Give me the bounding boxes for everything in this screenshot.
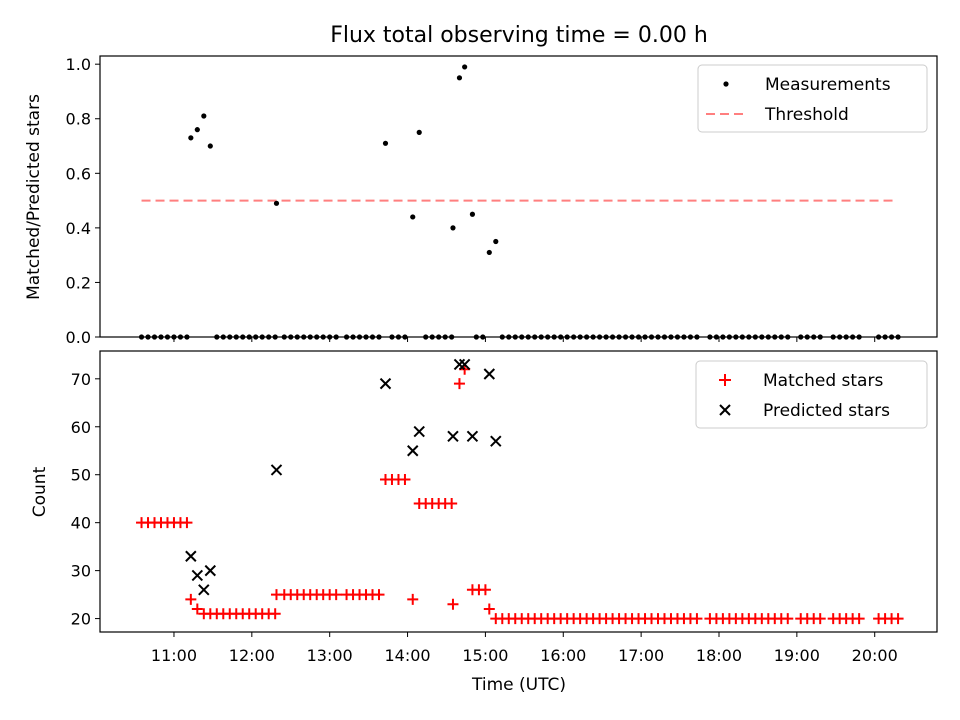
top-y-ticks: 0.0 0.2 0.4 0.6 0.8 1.0 [66, 55, 100, 347]
matched-star-point [447, 598, 459, 610]
bottom-legend: Matched stars Predicted stars [695, 360, 928, 429]
predicted-star-point [407, 445, 419, 457]
x-tick-label: 20:00 [852, 646, 898, 665]
bottom-y-tick-label: 50 [71, 466, 91, 485]
top-panel: 0.0 0.2 0.4 0.6 0.8 1.0 Matched/Predicted sta… [24, 55, 938, 347]
bottom-panel: 20 30 40 50 60 70 11:00 12:00 13:00 14:00 15:00 16… [30, 350, 938, 695]
bottom-y-tick-label: 30 [71, 562, 91, 581]
x-tick-label: 11:00 [151, 646, 197, 665]
matched-star-point [399, 474, 411, 486]
matched-star-point [782, 613, 794, 625]
matched-star-point [479, 584, 491, 596]
x-axis-label: Time (UTC) [471, 675, 566, 695]
predicted-star-point [379, 377, 392, 390]
top-y-axis-label: Matched/Predicted stars [24, 94, 44, 300]
matched-star-point [453, 378, 465, 390]
predicted-star-point [413, 425, 425, 438]
legend-matched-label: Matched stars [763, 371, 883, 391]
predicted-star-point [483, 368, 496, 380]
matched-star-point [373, 589, 385, 601]
predicted-star-point [453, 358, 466, 371]
matched-star-point [853, 613, 865, 625]
predicted-star-points [185, 358, 502, 596]
bottom-legend-box [695, 360, 928, 429]
matched-star-point [185, 593, 197, 605]
measurement-point [456, 75, 463, 81]
x-tick-label: 19:00 [774, 646, 820, 665]
measurement-point [188, 135, 194, 141]
top-y-tick-label: 0.4 [66, 219, 91, 238]
measurement-point [486, 249, 492, 256]
matched-star-point [407, 593, 419, 605]
bottom-x-ticks: 11:00 12:00 13:00 14:00 15:00 16:00 17:00 18:00… [151, 632, 898, 665]
top-axes-frame [99, 55, 938, 338]
matched-star-point [181, 517, 193, 529]
legend-matched-marker [719, 374, 731, 386]
measurement-point [450, 225, 456, 231]
measurement-point [462, 64, 468, 70]
measurement-point [207, 143, 213, 149]
chart-title: Flux total observing time = 0.00 h [330, 23, 708, 48]
predicted-star-point [466, 430, 479, 443]
measurement-point [493, 238, 499, 245]
top-y-tick-label: 0.6 [66, 164, 91, 183]
top-y-tick-label: 0.0 [66, 328, 91, 347]
measurement-point [194, 127, 200, 133]
x-tick-label: 12:00 [229, 646, 275, 665]
x-tick-label: 15:00 [462, 646, 508, 665]
x-tick-label: 13:00 [307, 646, 353, 665]
bottom-y-tick-label: 40 [71, 514, 91, 533]
measurement-point [469, 211, 476, 217]
bottom-y-ticks: 20 30 40 50 60 70 [71, 370, 100, 629]
x-tick-label: 14:00 [384, 646, 430, 665]
bottom-y-tick-label: 60 [71, 418, 91, 437]
x-tick-label: 17:00 [618, 646, 664, 665]
matched-star-point [483, 603, 495, 615]
measurement-point [382, 140, 389, 146]
top-legend: Measurements Threshold [697, 64, 928, 133]
predicted-star-point [204, 564, 217, 577]
matched-star-point [446, 497, 458, 509]
legend-predicted-label: Predicted stars [763, 401, 890, 421]
matched-star-points [136, 363, 904, 625]
bottom-y-axis-label: Count [30, 466, 50, 517]
matched-star-point [892, 613, 904, 625]
legend-threshold-label: Threshold [764, 105, 849, 125]
measurement-point [416, 129, 422, 135]
legend-measurements-label: Measurements [765, 75, 891, 95]
predicted-star-point [270, 464, 283, 476]
top-y-tick-label: 0.8 [66, 110, 91, 129]
predicted-star-point [447, 430, 459, 443]
predicted-star-point [198, 584, 210, 596]
bottom-y-tick-label: 20 [71, 610, 91, 629]
bottom-y-tick-label: 70 [71, 370, 91, 389]
bottom-axes-frame [99, 350, 938, 633]
x-tick-label: 16:00 [540, 646, 586, 665]
matched-star-point [814, 613, 826, 625]
top-y-tick-label: 0.2 [66, 273, 91, 292]
predicted-star-point [185, 550, 197, 562]
legend-predicted-marker [719, 404, 731, 416]
measurement-point [201, 113, 207, 119]
top-y-tick-label: 1.0 [66, 55, 91, 74]
measurement-point [273, 200, 280, 206]
matched-star-point [269, 608, 281, 620]
predicted-star-point [458, 358, 471, 371]
legend-measurements-marker [723, 81, 729, 87]
top-legend-box [697, 64, 928, 133]
matched-star-point [330, 589, 342, 601]
x-tick-label: 18:00 [696, 646, 742, 665]
matched-star-point [191, 603, 203, 615]
predicted-star-point [490, 435, 502, 447]
measurement-point [410, 214, 416, 220]
matched-star-point [691, 613, 703, 625]
predicted-star-point [191, 569, 204, 582]
